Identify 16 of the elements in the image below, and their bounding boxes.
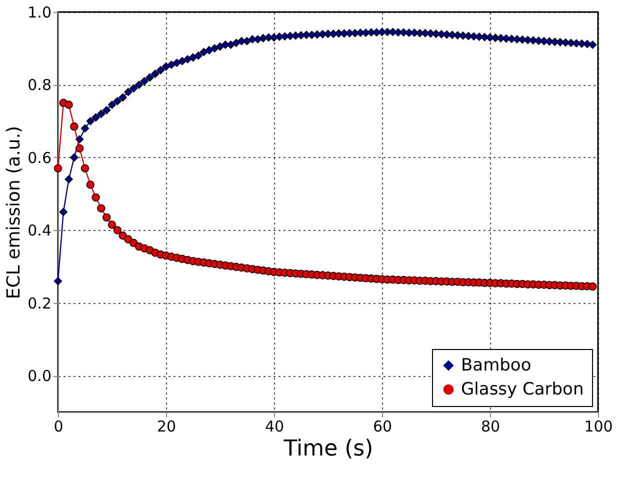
- y-tick-label: 0.6: [28, 148, 52, 167]
- y-tick-label: 1.0: [28, 4, 52, 22]
- x-tick-label: 100: [584, 418, 613, 436]
- x-tick-label: 0: [54, 418, 64, 436]
- y-axis-title: ECL emission (a.u.): [4, 126, 25, 300]
- x-axis-title: Time (s): [282, 436, 374, 462]
- y-tick-label: 0.8: [28, 76, 52, 94]
- x-tick-label: 60: [372, 418, 392, 436]
- x-tick-label: 40: [264, 418, 284, 436]
- y-tick-label: 0.4: [28, 222, 52, 240]
- y-tick-label: 0.2: [28, 294, 52, 312]
- legend-label: Glassy Carbon: [461, 380, 584, 400]
- x-tick-label: 80: [480, 418, 500, 436]
- legend-label: Bamboo: [461, 356, 532, 376]
- y-tick-label: 0.0: [28, 367, 52, 386]
- x-tick-label: 20: [156, 418, 176, 436]
